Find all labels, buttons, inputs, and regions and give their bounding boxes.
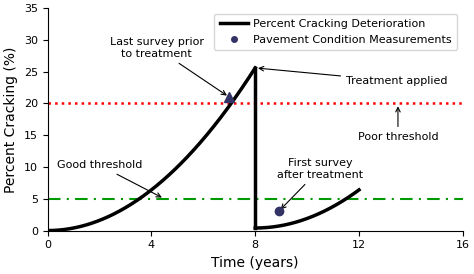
X-axis label: Time (years): Time (years) [211, 256, 299, 270]
Text: Good threshold: Good threshold [57, 160, 161, 197]
Text: First survey
after treatment: First survey after treatment [277, 158, 363, 209]
Text: Last survey prior
to treatment: Last survey prior to treatment [109, 37, 226, 95]
Text: Poor threshold: Poor threshold [358, 107, 438, 142]
Text: Treatment applied: Treatment applied [259, 67, 447, 86]
Legend: Percent Cracking Deterioration, Pavement Condition Measurements: Percent Cracking Deterioration, Pavement… [214, 14, 457, 50]
Y-axis label: Percent Cracking (%): Percent Cracking (%) [4, 46, 18, 193]
